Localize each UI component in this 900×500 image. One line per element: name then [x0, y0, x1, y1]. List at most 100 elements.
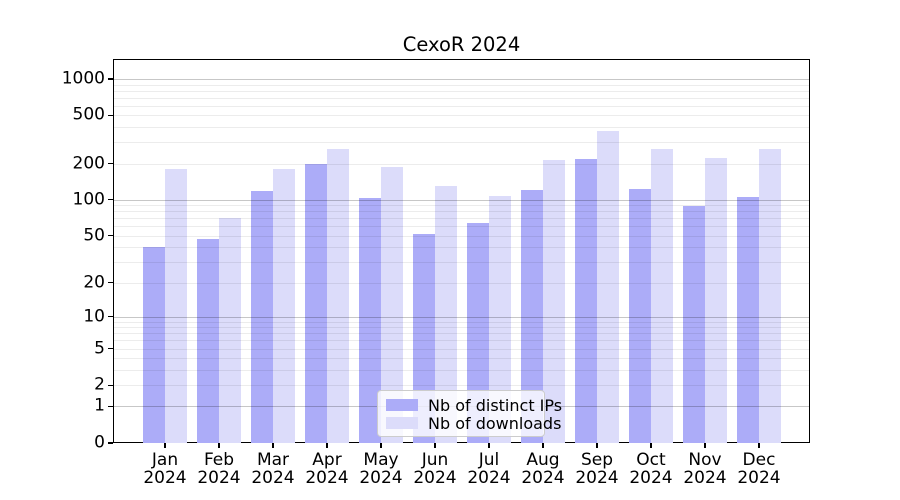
legend-swatch-ips	[386, 398, 418, 412]
y-tick-mark	[108, 78, 113, 80]
bar-distinct-ips	[359, 197, 381, 443]
bar-distinct-ips	[305, 164, 327, 443]
x-tick-mark	[488, 443, 490, 448]
x-tick-mark	[704, 443, 706, 448]
gridline-minor	[113, 358, 810, 360]
y-tick-mark	[108, 114, 113, 117]
bar-downloads	[273, 169, 295, 443]
bar-downloads	[759, 149, 781, 443]
gridline-minor	[113, 218, 810, 220]
gridline-minor	[113, 262, 810, 264]
x-tick-mark	[272, 443, 274, 448]
gridline-minor	[113, 205, 810, 207]
bar-distinct-ips	[251, 191, 273, 443]
legend-item-downloads: Nb of downloads	[386, 414, 561, 433]
gridline-minor	[113, 226, 810, 228]
x-tick-label: Jul 2024	[467, 450, 511, 488]
bar-distinct-ips	[737, 196, 759, 443]
y-tick-label: 200	[72, 153, 105, 174]
gridline-major	[113, 199, 810, 201]
x-tick-label: Jun 2024	[413, 450, 457, 488]
y-tick-mark	[108, 347, 113, 350]
x-tick-label: Oct 2024	[629, 450, 673, 488]
x-tick-mark	[380, 443, 382, 448]
gridline-minor	[113, 247, 810, 249]
y-tick-label: 20	[83, 272, 105, 293]
y-tick-mark	[108, 281, 113, 284]
y-tick-mark	[108, 316, 113, 318]
y-tick-label: 1000	[61, 68, 105, 89]
x-tick-mark	[326, 443, 328, 448]
x-tick-label: Jan 2024	[143, 450, 187, 488]
gridline-minor	[113, 163, 810, 165]
gridline-minor	[113, 369, 810, 371]
plot-area	[113, 59, 810, 443]
y-tick-mark	[108, 162, 113, 165]
legend: Nb of distinct IPs Nb of downloads	[377, 390, 562, 437]
gridline-minor	[113, 348, 810, 350]
bar-downloads	[381, 166, 403, 443]
legend-item-distinct-ips: Nb of distinct IPs	[386, 396, 562, 415]
gridline-major	[113, 79, 810, 80]
y-tick-label: 50	[83, 225, 105, 246]
bar-downloads	[705, 158, 727, 443]
bar-downloads	[543, 160, 565, 443]
gridline-minor	[113, 90, 810, 92]
bar-distinct-ips	[467, 223, 489, 443]
gridline-minor	[113, 333, 810, 335]
legend-swatch-downloads	[386, 416, 418, 430]
x-tick-label: Sep 2024	[575, 450, 619, 488]
y-tick-mark	[108, 405, 113, 408]
bar-distinct-ips	[629, 189, 651, 443]
bar-downloads	[435, 185, 457, 443]
y-tick-label: 100	[72, 189, 105, 210]
legend-label-downloads: Nb of downloads	[428, 413, 562, 433]
bar-downloads	[651, 149, 673, 443]
y-tick-mark	[108, 235, 113, 237]
bars-layer	[113, 59, 810, 443]
x-tick-mark	[542, 443, 544, 448]
x-tick-label: Apr 2024	[305, 450, 349, 488]
y-tick-mark	[108, 442, 113, 444]
x-tick-mark	[596, 443, 598, 448]
gridline-minor	[113, 97, 810, 99]
bar-distinct-ips	[683, 205, 705, 443]
bar-downloads	[597, 131, 619, 443]
y-tick-label: 10	[83, 306, 105, 327]
y-tick-label: 5	[94, 338, 105, 359]
x-tick-mark	[218, 443, 220, 448]
x-tick-label: Dec 2024	[737, 450, 781, 488]
gridline-minor	[113, 115, 810, 117]
gridline-minor	[113, 211, 810, 213]
y-tick-label: 2	[94, 374, 105, 395]
y-tick-label: 500	[72, 104, 105, 125]
bar-distinct-ips	[575, 159, 597, 443]
x-tick-mark	[164, 443, 166, 448]
bar-distinct-ips	[197, 239, 219, 443]
x-tick-label: Mar 2024	[251, 450, 295, 488]
x-tick-label: Nov 2024	[683, 450, 727, 488]
y-tick-mark	[108, 199, 113, 201]
gridline-minor	[113, 235, 810, 237]
grid-layer	[113, 59, 810, 443]
gridline-major	[113, 316, 810, 318]
gridline-minor	[113, 142, 810, 144]
x-tick-label: Aug 2024	[521, 450, 565, 488]
bar-downloads	[165, 169, 187, 443]
y-tick-mark	[108, 384, 113, 386]
bar-downloads	[219, 218, 241, 443]
y-tick-label: 0	[94, 432, 105, 453]
x-tick-mark	[650, 443, 652, 448]
x-tick-mark	[758, 443, 760, 448]
bar-distinct-ips	[143, 247, 165, 443]
gridline-minor	[113, 327, 810, 329]
gridline-minor	[113, 127, 810, 129]
bar-downloads	[327, 149, 349, 443]
gridline-minor	[113, 385, 810, 387]
chart-title: CexoR 2024	[402, 33, 521, 56]
x-tick-mark	[434, 443, 436, 448]
gridline-minor	[113, 282, 810, 284]
gridline-minor	[113, 340, 810, 342]
gridline-minor	[113, 321, 810, 323]
y-tick-label: 1	[94, 395, 105, 416]
